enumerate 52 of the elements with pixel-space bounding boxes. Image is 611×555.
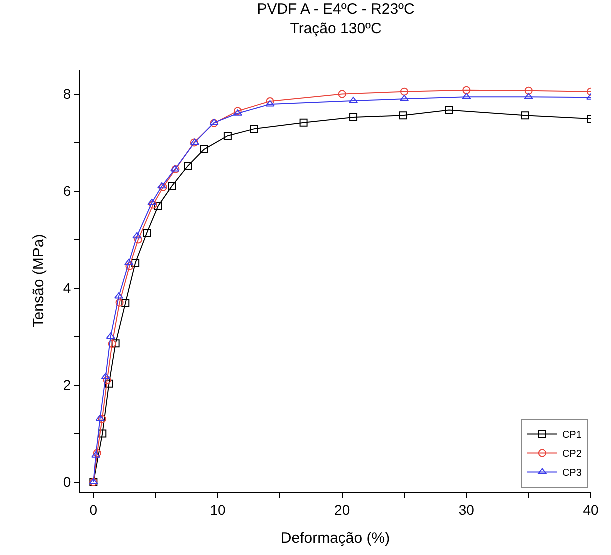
point <box>200 146 208 154</box>
point <box>122 299 130 308</box>
legend-label: CP1 <box>562 430 582 442</box>
point <box>134 236 142 244</box>
point <box>350 114 358 122</box>
point <box>116 298 124 307</box>
point <box>338 90 346 98</box>
point <box>521 112 530 120</box>
x-axis-title: Deformação (%) <box>280 530 390 547</box>
y-tick-label: 4 <box>63 280 72 296</box>
legend-label: CP3 <box>562 468 582 480</box>
point <box>126 262 134 270</box>
y-tick-label: 6 <box>63 183 72 200</box>
point <box>103 376 112 384</box>
point <box>132 232 142 239</box>
point <box>159 183 168 192</box>
point <box>266 98 274 106</box>
point <box>143 228 152 237</box>
point <box>98 430 107 438</box>
point <box>168 182 176 190</box>
point <box>445 106 454 114</box>
point <box>184 162 192 170</box>
x-tick-label: 40 <box>583 502 599 518</box>
point <box>98 415 106 424</box>
x-tick-label: 30 <box>458 502 475 518</box>
x-tick-label: 20 <box>334 502 350 518</box>
point <box>399 112 408 120</box>
x-tick-label: 10 <box>210 502 226 518</box>
point <box>148 198 157 206</box>
point <box>224 132 232 140</box>
y-axis-title: Tensão (MPa) <box>30 234 48 328</box>
point <box>462 86 471 94</box>
point <box>112 340 120 348</box>
point <box>400 88 408 96</box>
point <box>158 182 167 189</box>
point <box>149 200 158 209</box>
legend-label: CP2 <box>562 449 582 460</box>
point <box>250 125 258 134</box>
point <box>96 414 105 422</box>
chart-title: PVDF A - E4ºC - R23ºC Tração 130ºC <box>257 0 416 38</box>
x-tick-label: 0 <box>90 502 98 518</box>
y-tick-label: 0 <box>63 474 72 490</box>
y-tick-label: 2 <box>63 377 72 394</box>
point <box>524 86 533 95</box>
point <box>132 259 140 268</box>
point <box>154 202 162 210</box>
point <box>106 332 116 340</box>
point <box>108 340 116 348</box>
point <box>300 118 308 127</box>
point <box>105 380 114 388</box>
y-tick-label: 8 <box>63 86 72 102</box>
point <box>266 100 275 107</box>
